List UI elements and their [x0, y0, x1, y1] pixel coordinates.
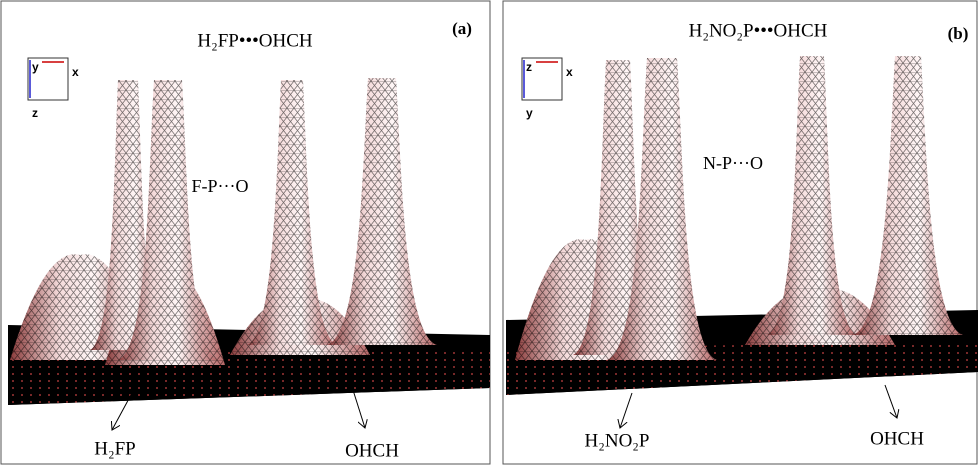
panel-label: (a) [452, 19, 472, 38]
page: H₂FP•••OHCH (a) y x z F-P···O H₂FP OHCH H₂NO₂P•… [0, 0, 978, 465]
panel-a: H₂FP•••OHCH (a) y x z F-P···O H₂FP OHCH [1, 1, 490, 464]
axis-label: x [72, 65, 79, 79]
panel-title: H₂FP•••OHCH [197, 30, 313, 51]
axis-label: y [32, 60, 39, 74]
panel-label: (b) [948, 24, 969, 43]
interaction-label: F-P···O [192, 176, 249, 196]
interaction-label: N-P···O [703, 153, 763, 173]
fragment-label: H₂NO₂P [585, 430, 650, 451]
axis-label: y [526, 106, 533, 120]
panel-b: H₂NO₂P•••OHCH (b) z x y N-P···O H₂NO₂P OHCH [503, 1, 978, 464]
axis-label: z [32, 106, 38, 120]
fragment-label: OHCH [870, 428, 924, 449]
fragment-label: OHCH [345, 440, 399, 461]
panel-title: H₂NO₂P•••OHCH [689, 20, 828, 41]
axis-label: z [526, 60, 532, 74]
figure: H₂FP•••OHCH (a) y x z F-P···O H₂FP OHCH H₂NO₂P•… [0, 0, 978, 465]
fragment-label: H₂FP [94, 438, 135, 459]
axis-label: x [566, 65, 573, 79]
